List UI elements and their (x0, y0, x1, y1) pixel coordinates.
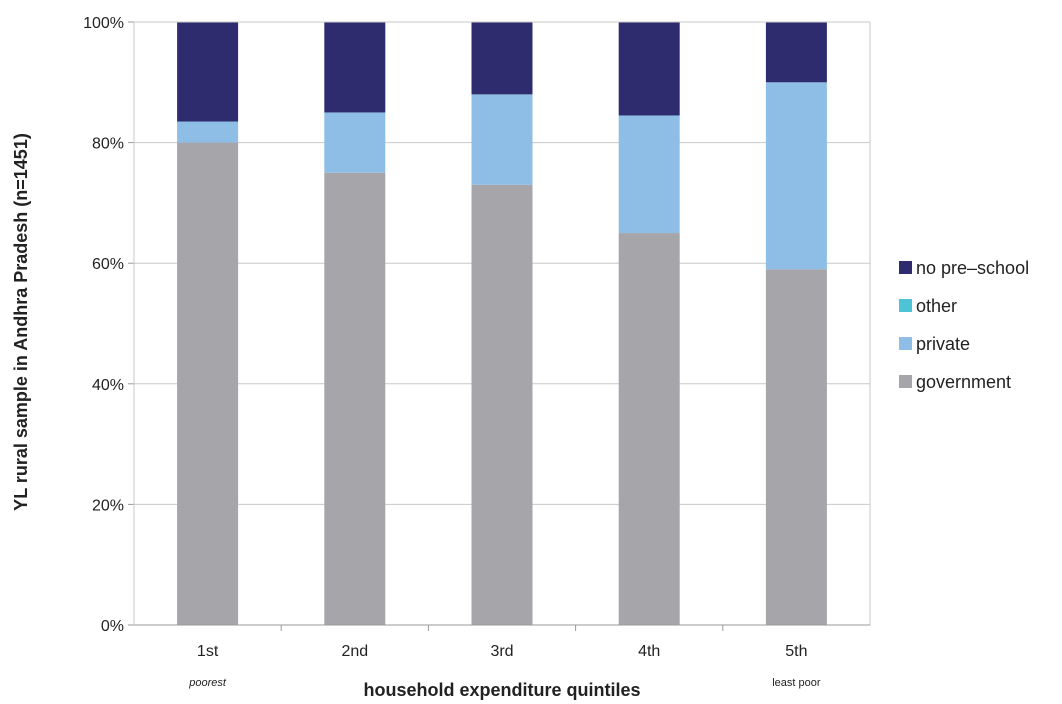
bar-segment-private (324, 112, 386, 173)
bar-segment-no-pre-school (324, 22, 386, 113)
x-tick-sublabel: poorest (188, 677, 227, 689)
legend-swatch (899, 375, 912, 388)
bar-segment-government (324, 172, 386, 625)
y-tick-label: 20% (92, 497, 124, 514)
bar-segment-private (618, 115, 680, 234)
x-axis-title: household expenditure quintiles (363, 680, 640, 700)
bar-segment-no-pre-school (618, 22, 680, 116)
bar-segment-government (618, 233, 680, 626)
bar-segment-government (471, 184, 533, 625)
legend-label: other (916, 296, 957, 316)
y-tick-label: 0% (101, 618, 124, 635)
x-tick-label: 2nd (341, 643, 368, 660)
bar-segment-government (177, 142, 239, 625)
y-tick-label: 80% (92, 136, 124, 153)
x-tick-label: 5th (785, 643, 807, 660)
x-tick-label: 4th (638, 643, 660, 660)
y-tick-label: 60% (92, 256, 124, 273)
legend-label: no pre–school (916, 258, 1029, 278)
y-tick-label: 100% (83, 15, 124, 32)
legend-label: government (916, 372, 1011, 392)
bar-segment-private (177, 121, 239, 143)
y-tick-label: 40% (92, 377, 124, 394)
axes (128, 21, 871, 631)
legend-swatch (899, 337, 912, 350)
x-tick-label: 1st (197, 643, 219, 660)
y-axis-title: YL rural sample in Andhra Pradesh (n=145… (11, 133, 31, 511)
legend: no pre–school other private government (899, 258, 1029, 392)
legend-label: private (916, 334, 970, 354)
bar-segment-private (765, 82, 827, 270)
x-tick-labels: 1st poorest 2nd 3rd 4th 5th least poor (188, 643, 821, 689)
x-tick-label: 3rd (490, 643, 513, 660)
bar-segment-government (765, 269, 827, 625)
legend-swatch (899, 299, 912, 312)
bars (177, 22, 827, 626)
y-tick-labels: 0% 20% 40% 60% 80% 100% (83, 15, 124, 635)
legend-swatch (899, 261, 912, 274)
bar-segment-no-pre-school (177, 22, 239, 122)
bar-segment-no-pre-school (765, 22, 827, 83)
bar-segment-private (471, 94, 533, 185)
x-tick-sublabel: least poor (772, 677, 821, 689)
bar-segment-no-pre-school (471, 22, 533, 95)
